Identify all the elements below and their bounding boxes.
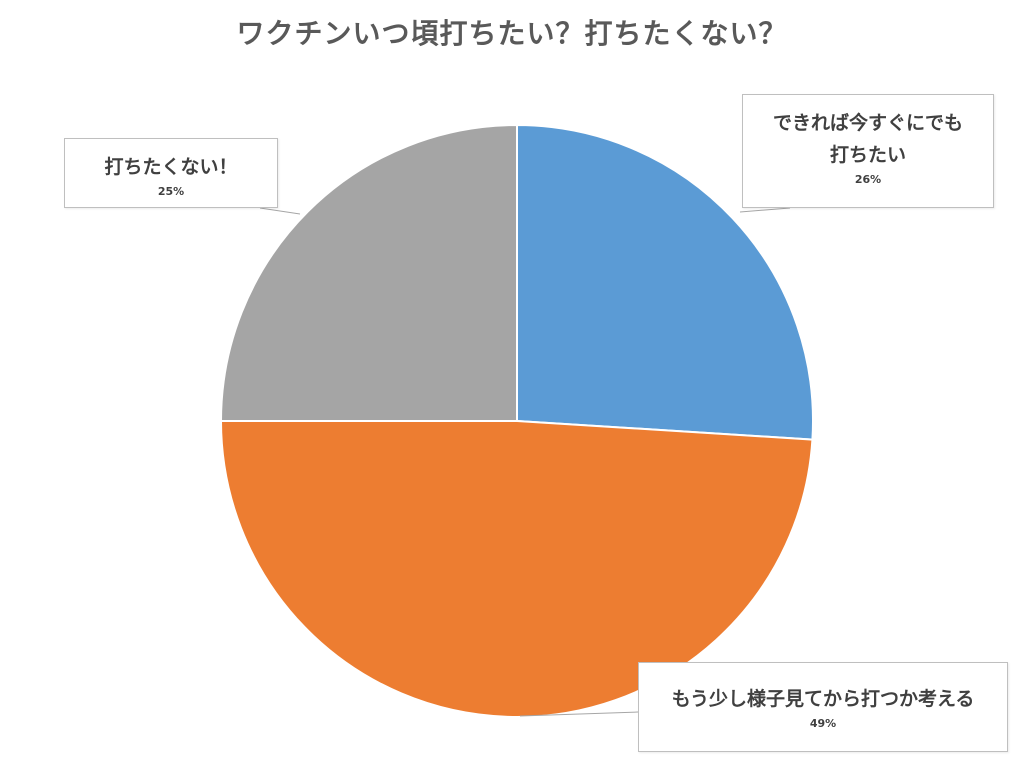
leader-line xyxy=(739,207,791,213)
data-label-percent: 26% xyxy=(854,173,882,186)
data-label-category: もう少し様子見てから打つか考える xyxy=(671,688,975,710)
data-label-category: 打ちたくない！ xyxy=(104,156,238,178)
pie-slice-immediately xyxy=(516,123,814,441)
data-label-callout-not-wanted: 打ちたくない！ 25% xyxy=(64,138,278,208)
leader-line xyxy=(519,711,639,717)
chart-title: ワクチンいつ頃打ちたい？打ちたくない？ xyxy=(236,17,788,50)
data-label-percent: 25% xyxy=(157,185,185,198)
data-label-callout-wait-and-see: もう少し様子見てから打つか考える 49% xyxy=(638,662,1008,752)
leader-line xyxy=(259,207,301,215)
data-label-callout-immediately: できれば今すぐにでも 打ちたい 26% xyxy=(742,94,994,208)
pie-slice-wait-and-see xyxy=(219,420,814,718)
data-label-category: 打ちたい xyxy=(829,144,906,166)
pie-slice-not-wanted xyxy=(219,123,518,422)
data-label-percent: 49% xyxy=(809,717,837,730)
data-label-category: できれば今すぐにでも xyxy=(772,112,963,134)
